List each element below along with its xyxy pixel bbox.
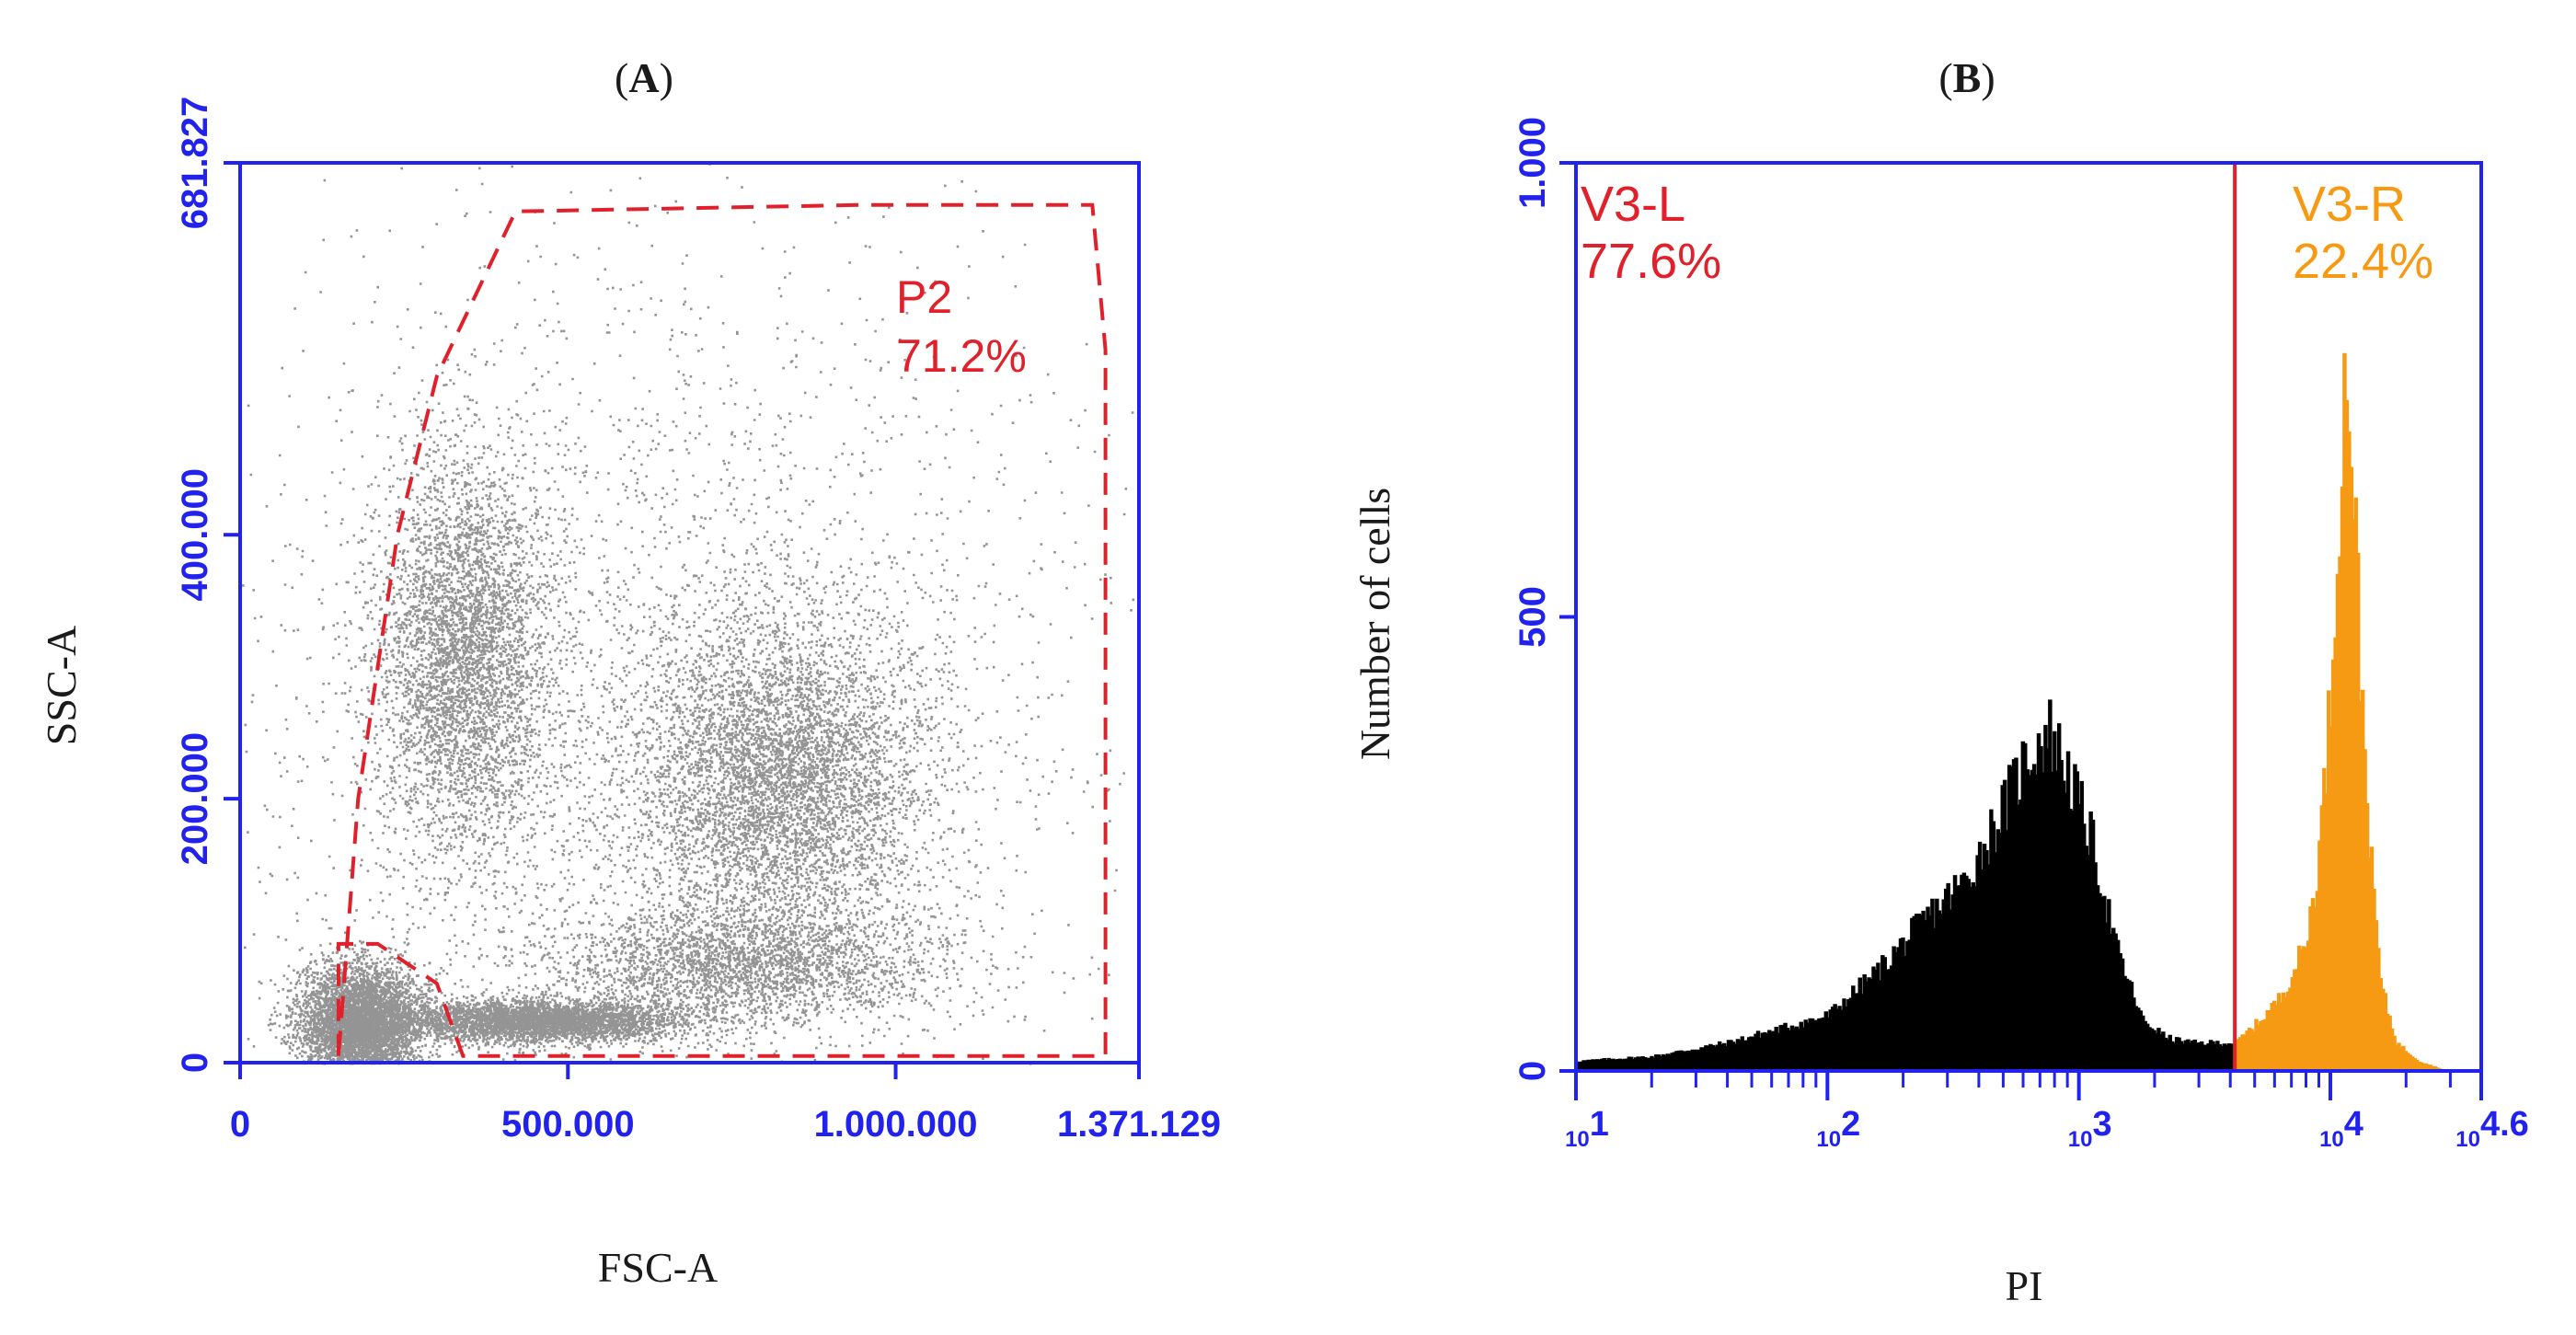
x-tick-label: 104 (2319, 1105, 2363, 1152)
y-axis-label-b: Number of cells (1351, 488, 1398, 760)
y-axis-label-a: SSC-A (38, 626, 85, 745)
y-tick-label: 681.827 (175, 97, 215, 230)
y-ticks-a: 0 200.000 400.000 681.827 (175, 97, 240, 1073)
y-tick-label: 1.000 (1512, 117, 1553, 209)
plot-frame-a (238, 161, 1141, 1065)
x-axis-label-a: FSC-A (598, 1244, 718, 1291)
x-tick-label: 103 (2068, 1105, 2112, 1152)
x-axis-label-b: PI (2006, 1262, 2043, 1309)
y-tick-label: 0 (175, 1053, 215, 1073)
x-tick-label: 102 (1816, 1105, 1860, 1152)
gate-v3-l-percent: 77.6% (1581, 234, 1721, 289)
scatter-point-cloud (242, 163, 1141, 1065)
gate-v3-r-percent: 22.4% (2293, 234, 2433, 289)
x-tick-label: 500.000 (501, 1104, 635, 1145)
panel-a-label: (A) (615, 54, 673, 101)
x-ticks-b: 101 102 103 104 104.6 (1565, 1071, 2529, 1152)
x-ticks-a: 0 500.000 1.000.000 1.371.129 (230, 1063, 1221, 1145)
gate-v3-r-name: V3-R (2293, 177, 2406, 232)
x-tick-label: 1.000.000 (814, 1104, 978, 1145)
histogram-series-v3-l (1575, 699, 2237, 1072)
scatter-points (242, 163, 1141, 1065)
x-tick-label: 1.371.129 (1057, 1104, 1221, 1145)
y-tick-label: 0 (1512, 1061, 1553, 1081)
y-ticks-b: 0 500 1.000 (1512, 117, 1576, 1081)
histogram-series-v3-r (2234, 352, 2444, 1072)
gate-p2-percent: 71.2% (896, 330, 1027, 382)
y-tick-label: 200.000 (175, 732, 215, 866)
gate-p2 (336, 202, 1108, 1058)
panel-a: (A) P2 71.2% 0 500.000 1.000.000 1.371.129 … (38, 54, 1221, 1291)
x-tick-label: 101 (1565, 1105, 1609, 1152)
y-tick-label: 500 (1512, 586, 1553, 648)
y-tick-label: 400.000 (175, 468, 215, 602)
x-tick-label: 0 (230, 1104, 250, 1145)
gate-v3-l-name: V3-L (1581, 177, 1685, 232)
panel-b: (B) V3-L 77.6% V3-R 22.4% 101 102 103 104 10… (1351, 54, 2529, 1309)
x-tick-label: 104.6 (2455, 1105, 2529, 1152)
panel-b-label: (B) (1938, 54, 1995, 101)
gate-p2-name: P2 (896, 271, 952, 323)
